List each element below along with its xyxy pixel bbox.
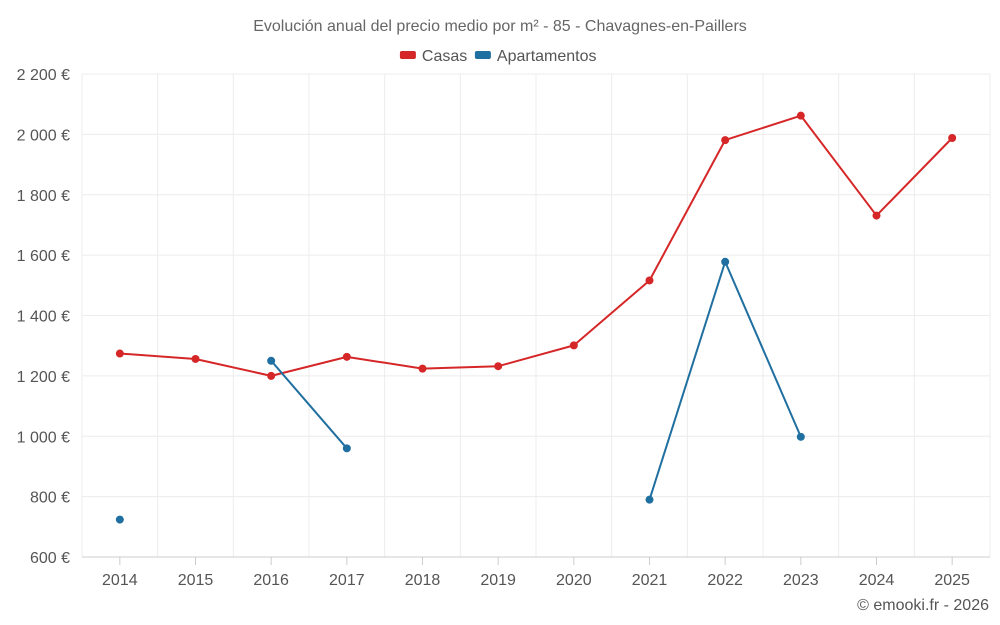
y-tick-label: 2 200 €: [17, 67, 70, 84]
data-point-apartamentos[interactable]: [342, 444, 351, 453]
x-tick-label: 2023: [783, 572, 819, 589]
data-point-casas[interactable]: [569, 341, 578, 350]
y-tick-label: 800 €: [30, 490, 70, 507]
legend-item-apartamentos[interactable]: Apartamentos: [474, 48, 597, 65]
series-line-apartamentos: [648, 260, 802, 500]
series-line-apartamentos: [270, 360, 348, 449]
y-tick-label: 1 200 €: [17, 369, 70, 386]
y-tick-label: 1 000 €: [17, 429, 70, 446]
legend-swatch: [474, 51, 491, 59]
legend-label: Casas: [422, 48, 467, 65]
data-point-apartamentos[interactable]: [645, 495, 654, 504]
data-point-casas[interactable]: [267, 371, 276, 380]
chart-title: Evolución anual del precio medio por m² …: [253, 18, 747, 35]
legend-swatch: [399, 51, 416, 59]
x-tick-label: 2016: [253, 572, 289, 589]
data-point-casas[interactable]: [418, 364, 427, 373]
data-point-casas[interactable]: [721, 136, 730, 145]
series-line-casas: [119, 114, 953, 377]
data-point-apartamentos[interactable]: [115, 515, 124, 524]
legend-item-casas[interactable]: Casas: [399, 48, 467, 65]
data-point-casas[interactable]: [494, 362, 503, 371]
x-tick-label: 2019: [480, 572, 516, 589]
x-tick-label: 2021: [632, 572, 668, 589]
data-point-casas[interactable]: [645, 276, 654, 285]
x-tick-label: 2018: [405, 572, 441, 589]
series-casas: [115, 111, 957, 380]
y-tick-label: 2 000 €: [17, 127, 70, 144]
x-tick-label: 2024: [859, 572, 895, 589]
legend-label: Apartamentos: [497, 48, 597, 65]
data-point-casas[interactable]: [115, 349, 124, 358]
x-tick-label: 2017: [329, 572, 365, 589]
data-point-apartamentos[interactable]: [796, 432, 805, 441]
y-tick-label: 1 600 €: [17, 248, 70, 265]
data-point-apartamentos[interactable]: [721, 257, 730, 266]
gridlines: [81, 73, 991, 557]
y-tick-label: 1 800 €: [17, 188, 70, 205]
legend[interactable]: Casas Apartamentos: [399, 48, 597, 65]
credit-text: © emooki.fr - 2026: [857, 597, 989, 614]
x-tick-label: 2022: [707, 572, 743, 589]
data-point-apartamentos[interactable]: [267, 356, 276, 365]
x-axis: 2014 2015 2016 2017 2018 2019 2020 2021 2022 2023…: [82, 556, 990, 589]
data-point-casas[interactable]: [796, 111, 805, 120]
y-tick-label: 600 €: [30, 550, 70, 567]
data-point-casas[interactable]: [342, 352, 351, 361]
y-tick-label: 1 400 €: [17, 309, 70, 326]
y-axis: 600 € 800 € 1 000 € 1 200 € 1 400 € 1 600 € 1 …: [17, 67, 70, 567]
series-group: [115, 111, 957, 524]
data-point-casas[interactable]: [872, 211, 881, 220]
x-tick-label: 2015: [178, 572, 214, 589]
data-point-casas[interactable]: [191, 354, 200, 363]
series-apartamentos: [115, 257, 805, 524]
x-tick-label: 2025: [934, 572, 970, 589]
x-tick-label: 2014: [102, 572, 138, 589]
x-tick-label: 2020: [556, 572, 592, 589]
data-point-casas[interactable]: [948, 133, 957, 142]
